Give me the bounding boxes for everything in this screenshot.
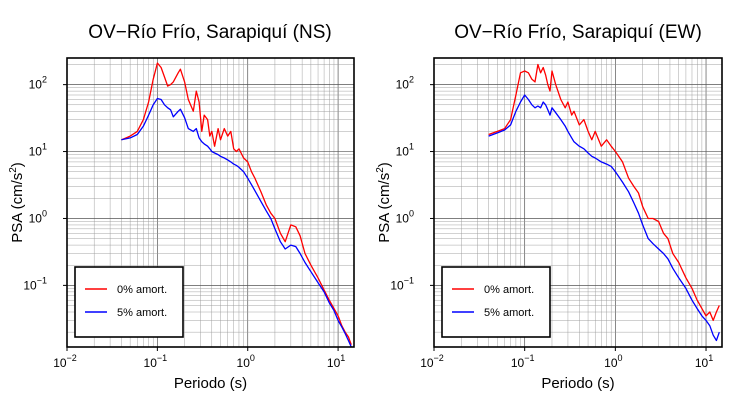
x-tick-label: 100 — [604, 353, 622, 370]
plot-frame — [433, 57, 723, 348]
y-tick-label: 102 — [29, 75, 47, 92]
x-tick-label: 100 — [237, 353, 255, 370]
x-tick-label: 101 — [327, 353, 345, 370]
y-axis-label: PSA (cm/s2) — [8, 162, 26, 243]
y-axis-label: PSA (cm/s2) — [375, 162, 393, 243]
x-tick-label: 101 — [695, 353, 713, 370]
y-tick-label: 100 — [396, 208, 414, 225]
x-tick-label: 10−2 — [420, 353, 444, 370]
y-tick-label: 101 — [396, 142, 414, 159]
series-line-damped — [488, 94, 720, 342]
x-tick-label: 10−2 — [53, 353, 77, 370]
legend-box — [74, 266, 184, 338]
plot-frame — [66, 57, 355, 348]
x-axis-label: Periodo (s) — [174, 375, 247, 392]
y-tick-label: 101 — [29, 142, 47, 159]
series-group — [121, 62, 352, 347]
legend-label: 5% amort. — [484, 307, 534, 319]
legend: 0% amort. 5% amort. — [74, 266, 184, 338]
chart-panel-ns: 10−2 10−1 100 101 10−1 100 101 102 OV−Río Frío, … — [8, 22, 355, 392]
series-line-undamped — [488, 63, 720, 322]
x-tick-label: 10−1 — [144, 353, 168, 370]
y-tick-label: 10−1 — [390, 275, 414, 292]
x-tick-label: 10−1 — [511, 353, 535, 370]
x-axis-label: Periodo (s) — [541, 375, 614, 392]
series-line-undamped — [121, 62, 352, 345]
legend-label: 0% amort. — [117, 284, 167, 296]
legend-box — [441, 266, 551, 338]
chart-title: OV−Río Frío, Sarapiquí (NS) — [88, 22, 331, 43]
chart-title: OV−Río Frío, Sarapiquí (EW) — [454, 22, 702, 43]
legend-label: 5% amort. — [117, 307, 167, 319]
chart-panel-ew: 10−2 10−1 100 101 10−1 100 101 102 OV−Río Frío, … — [375, 22, 723, 392]
series-group — [488, 63, 720, 342]
y-tick-label: 100 — [29, 208, 47, 225]
y-tick-label: 10−1 — [23, 275, 47, 292]
legend-label: 0% amort. — [484, 284, 534, 296]
series-line-damped — [121, 97, 352, 347]
y-tick-label: 102 — [396, 75, 414, 92]
legend: 0% amort. 5% amort. — [441, 266, 551, 338]
